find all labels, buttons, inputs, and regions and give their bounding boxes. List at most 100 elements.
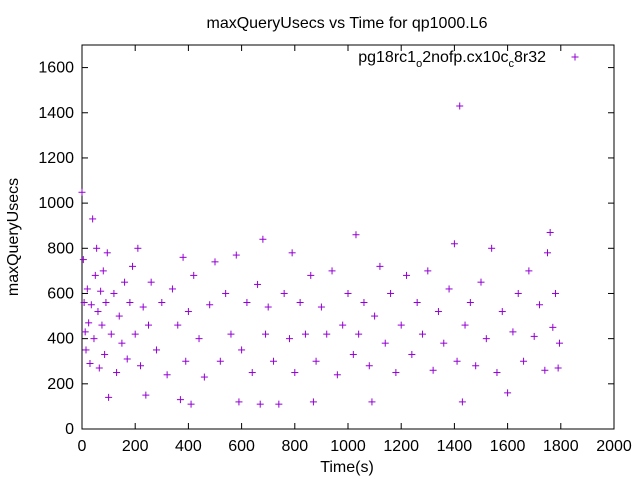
data-point [285,335,293,343]
data-point [440,339,448,347]
data-point [530,332,538,340]
data-point [82,346,90,354]
legend-label-part-a: pg18rc1 [358,49,416,66]
data-point [498,308,506,316]
data-point [243,299,251,307]
y-tick-label: 1600 [38,60,74,77]
data-point [551,289,559,297]
data-point [387,289,395,297]
data-point [392,369,400,377]
data-point [317,303,325,311]
data-point [107,330,115,338]
data-point [456,102,464,110]
data-point [232,251,240,259]
data-point [145,321,152,329]
data-point [113,369,121,377]
x-tick-label: 0 [78,438,87,455]
data-point [339,321,347,329]
data-point [360,299,368,307]
data-point [288,249,296,257]
data-point [211,258,219,266]
data-point [458,398,466,406]
y-tick-label: 1000 [38,195,74,212]
data-point [509,328,517,336]
data-point [309,398,317,406]
data-point [168,285,176,293]
data-point [413,299,421,307]
data-point [275,400,283,408]
x-tick-label: 600 [228,438,255,455]
data-point [118,339,126,347]
data-point [301,330,309,338]
x-tick-label: 400 [175,438,202,455]
data-point [179,253,187,261]
data-point [85,319,93,327]
legend-label-subscript-b: o [416,58,422,70]
data-point [184,308,192,316]
data-point [307,271,315,279]
data-point [262,330,270,338]
plot-frame [81,44,615,430]
data-point [544,249,551,257]
data-point [434,308,442,316]
data-point [376,262,384,270]
data-point [206,301,214,309]
data-point [78,188,86,196]
data-point [418,330,426,338]
data-point [110,289,118,297]
data-point [466,299,474,307]
data-point [97,287,105,295]
data-point [333,371,341,379]
data-point [134,244,142,252]
data-point [105,393,113,401]
data-point [450,240,458,248]
data-point [546,228,554,236]
data-point [270,357,278,365]
data-point [139,303,147,311]
legend-marker-plus-glyph [571,53,579,61]
data-point [477,278,485,286]
data-point [115,312,123,320]
data-point [371,312,379,320]
data-point [93,244,101,252]
data-point [472,362,480,370]
data-point [355,330,363,338]
x-tick-label: 800 [281,438,308,455]
data-point [368,398,376,406]
data-point [504,389,512,397]
data-point [90,335,98,343]
data-point [80,299,88,307]
y-tick-label: 400 [47,331,74,348]
data-point [397,321,405,329]
data-point [163,371,171,379]
data-point [488,244,496,252]
data-point [94,308,102,316]
legend: pg18rc1o2nofp.cx10cc8r32 [358,49,579,70]
data-point [123,355,131,363]
data-point [129,262,137,270]
legend-label-part-c: 2nofp.cx10c [422,49,508,66]
data-point [152,346,160,354]
data-point [408,350,416,358]
x-tick-label: 1200 [383,438,419,455]
data-point [403,271,411,279]
data-point [235,398,243,406]
data-point [555,339,563,347]
data-point [264,303,272,311]
data-point [200,373,208,381]
data-point [349,350,357,358]
legend-label-subscript-d: c [508,58,514,70]
data-point [99,267,107,275]
data-point [137,362,145,370]
data-point [190,271,198,279]
data-point [182,357,190,365]
data-point [195,335,203,343]
data-point [216,357,224,365]
data-point [549,323,557,331]
data-point [291,369,299,377]
y-tick-label: 800 [47,240,74,257]
x-tick-label: 1800 [543,438,579,455]
data-point [86,359,94,367]
data-point [83,285,91,293]
